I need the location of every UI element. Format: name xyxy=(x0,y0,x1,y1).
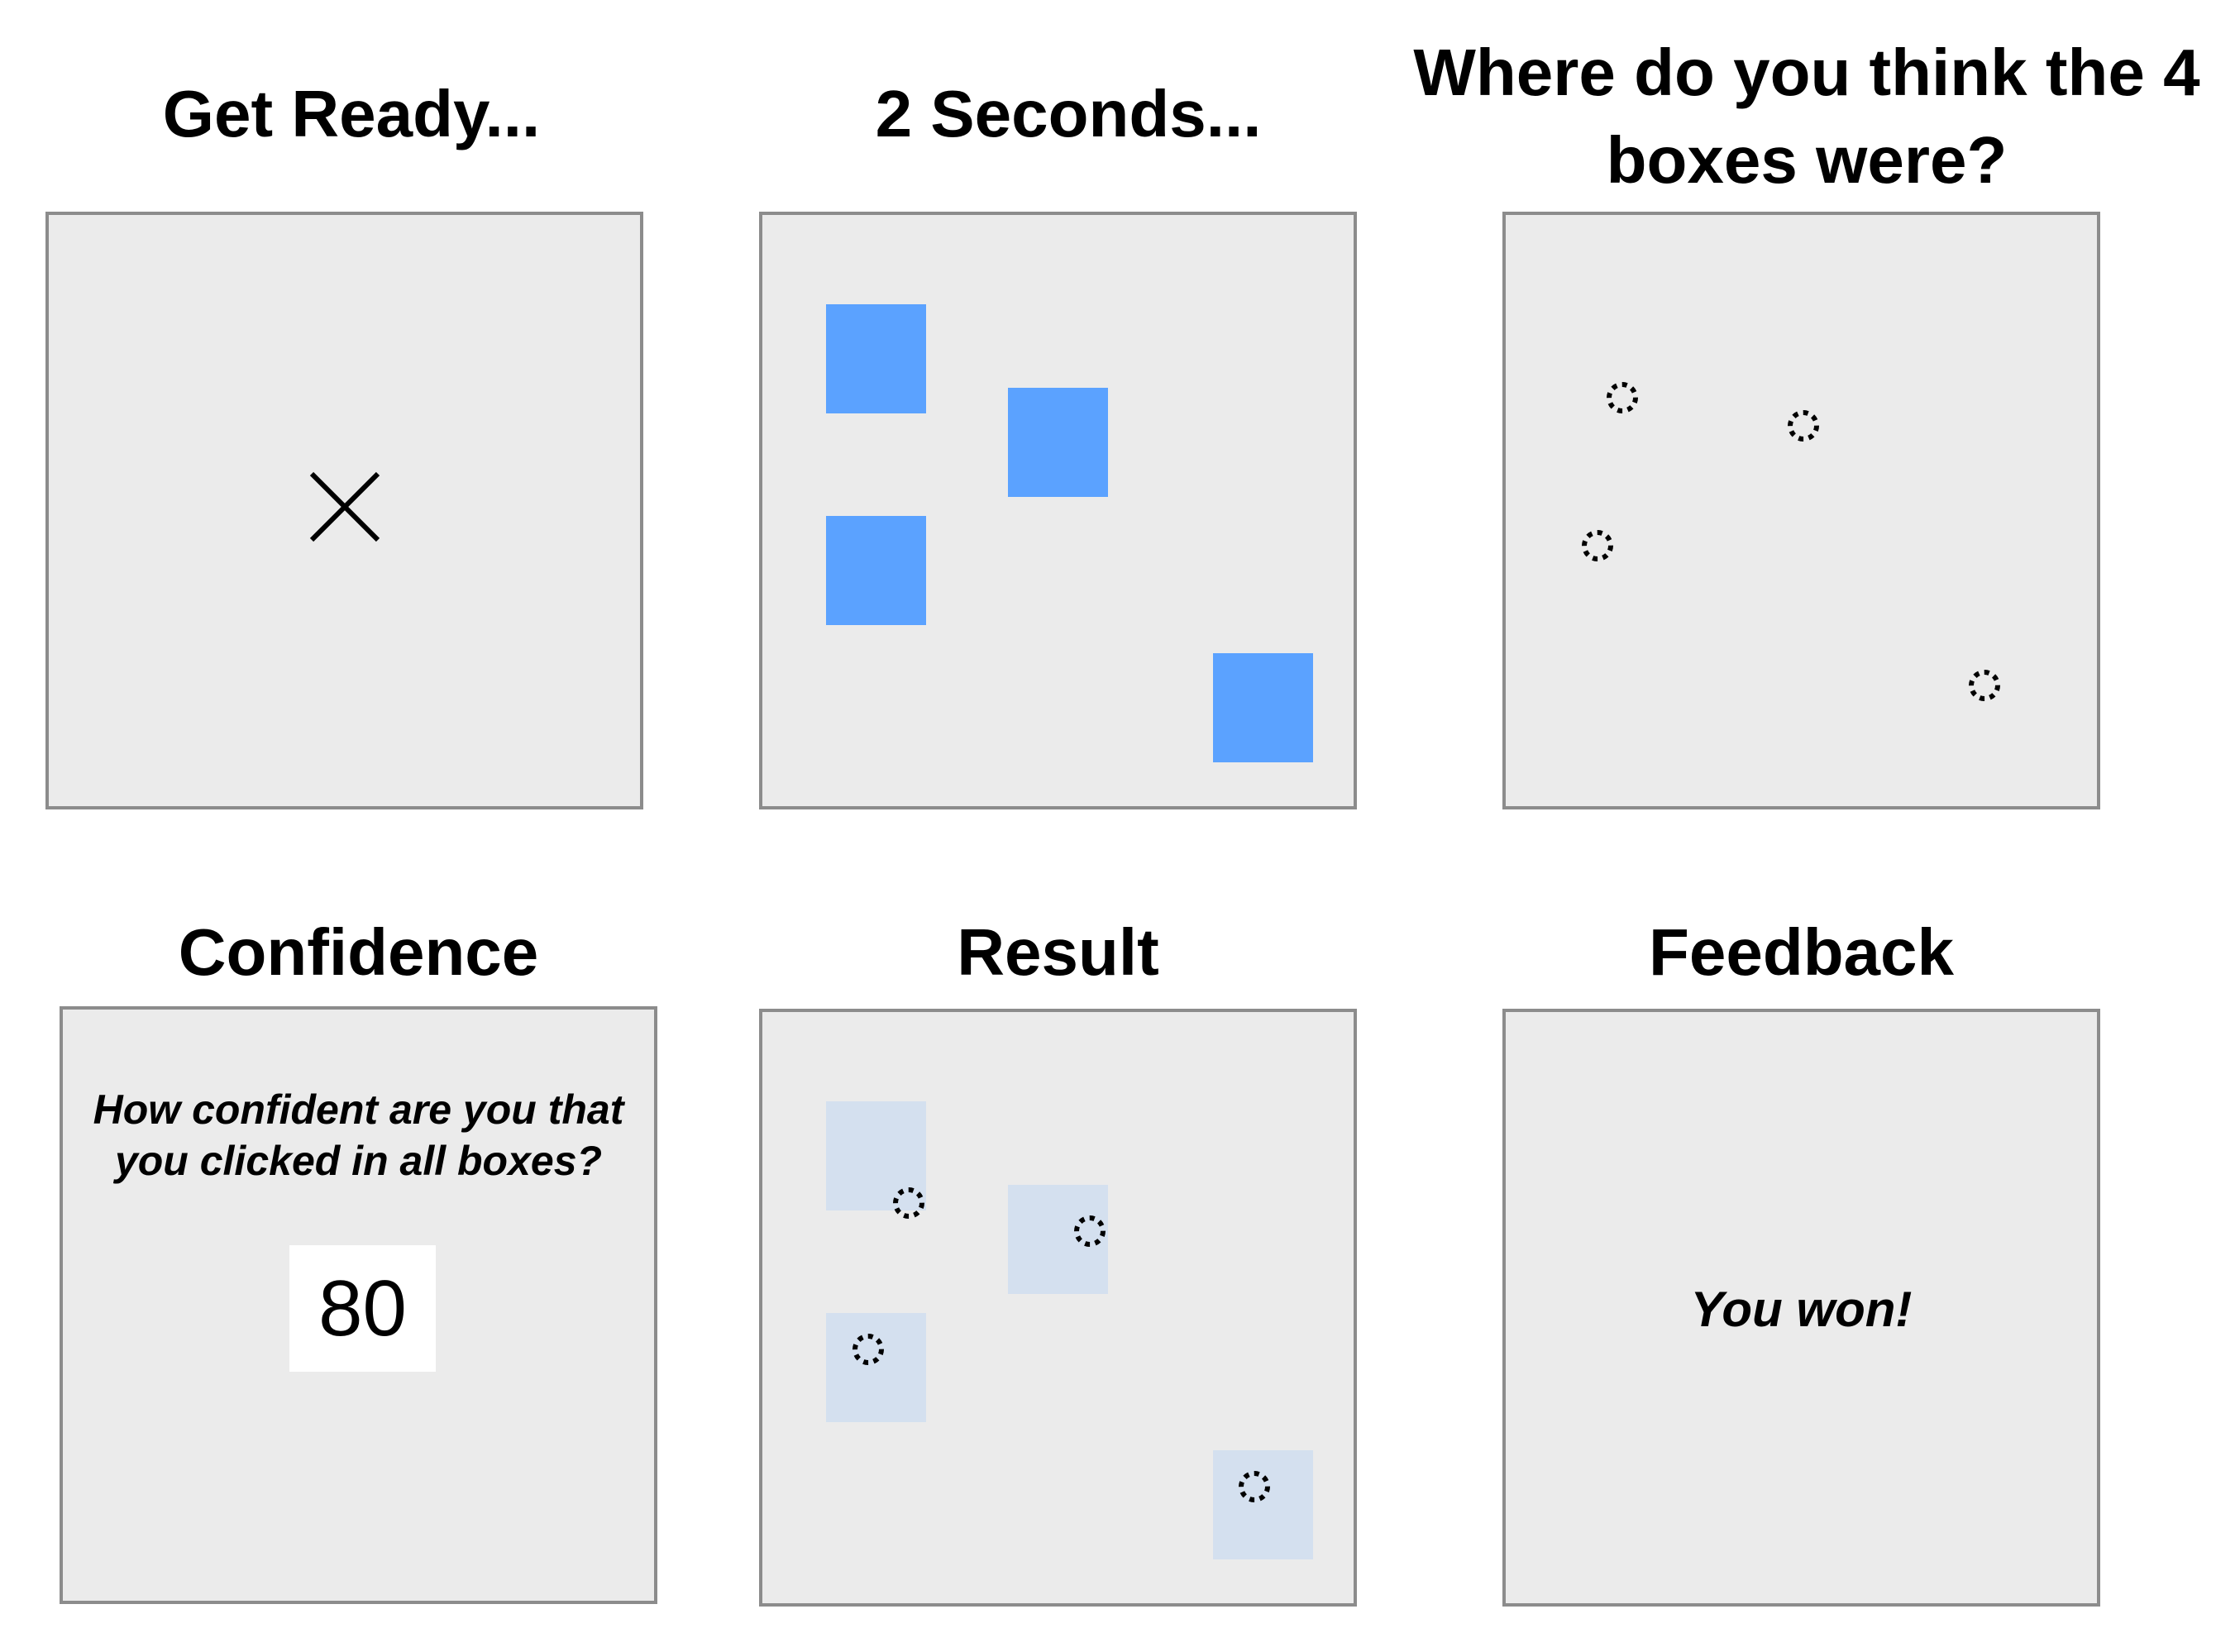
stimulus-box xyxy=(1008,388,1108,497)
panel-get-ready xyxy=(45,212,643,809)
panel-result xyxy=(759,1009,1357,1607)
panel-stimulus xyxy=(759,212,1357,809)
click-marker-icon xyxy=(1969,670,2000,701)
stimulus-box xyxy=(826,516,926,625)
title-stimulus: 2 Seconds... xyxy=(875,77,1262,150)
panel-confidence: How confident are you that you clicked i… xyxy=(60,1006,657,1604)
click-marker-icon xyxy=(852,1334,884,1365)
feedback-message: You won! xyxy=(1690,1282,1913,1337)
title-response: Where do you think the 4 boxes were? xyxy=(1413,36,2200,197)
stimulus-box xyxy=(1213,653,1313,762)
panel-response[interactable] xyxy=(1502,212,2100,809)
fixation-cross-icon xyxy=(309,471,380,542)
title-confidence: Confidence xyxy=(178,915,539,989)
confidence-prompt: How confident are you that you clicked i… xyxy=(93,1086,624,1184)
result-box xyxy=(1008,1185,1108,1294)
title-get-ready: Get Ready... xyxy=(162,77,541,150)
click-marker-icon xyxy=(1239,1471,1270,1502)
panel-feedback: You won! xyxy=(1502,1009,2100,1607)
stimulus-box xyxy=(826,304,926,413)
click-marker-icon xyxy=(1607,382,1638,413)
click-marker-icon xyxy=(1582,530,1613,561)
title-feedback: Feedback xyxy=(1648,915,1955,989)
click-marker-icon xyxy=(1788,410,1819,442)
title-result: Result xyxy=(957,915,1159,989)
confidence-value-input[interactable]: 80 xyxy=(289,1245,436,1372)
click-marker-icon xyxy=(1074,1215,1106,1247)
result-box xyxy=(826,1313,926,1422)
click-marker-icon xyxy=(893,1187,924,1219)
result-box xyxy=(1213,1450,1313,1559)
